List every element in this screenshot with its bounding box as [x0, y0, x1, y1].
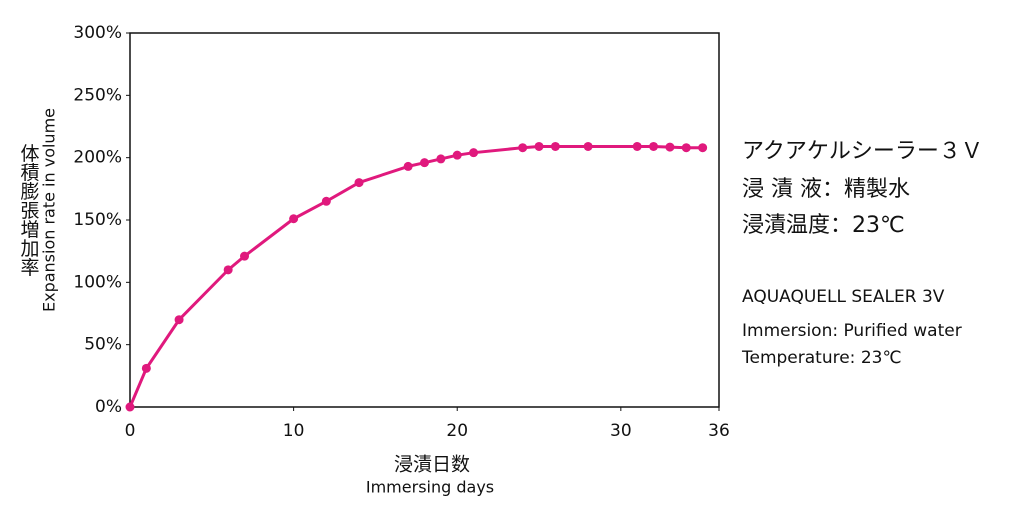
y-tick-label: 250% [73, 85, 122, 105]
plot-frame [129, 32, 720, 408]
y-tick-label: 300% [73, 23, 122, 43]
marker [223, 265, 233, 275]
y-axis-label: Expansion rate in volume [40, 108, 59, 312]
annotation: 浸 漬 液：精製水 [742, 177, 910, 202]
marker [583, 141, 593, 151]
marker [354, 178, 364, 188]
marker [436, 154, 446, 164]
marker [681, 143, 691, 153]
marker [469, 148, 479, 158]
y-tick-label: 0% [95, 397, 122, 417]
marker [174, 315, 184, 325]
marker [518, 143, 528, 153]
y-tick-label: 50% [84, 335, 122, 355]
x-axis-label: 浸漬日数 [394, 454, 470, 476]
y-axis-label: 体積膨張増加率 [18, 143, 40, 276]
x-tick-label: 0 [125, 421, 136, 441]
marker [289, 214, 299, 224]
y-tick-label: 200% [73, 148, 122, 168]
marker [420, 158, 429, 168]
annotation: アクアケルシーラー３Ｖ [742, 139, 983, 164]
x-tick-label: 20 [446, 421, 468, 441]
marker [698, 143, 708, 153]
marker [649, 141, 659, 151]
marker [240, 251, 250, 261]
annotation: Immersion: Purified water [742, 321, 962, 341]
y-tick-label: 100% [73, 272, 122, 292]
line [128, 144, 703, 408]
marker [125, 402, 135, 412]
marker [632, 141, 642, 151]
x-tick-label: 36 [708, 421, 730, 441]
marker [403, 161, 413, 171]
marker [550, 141, 560, 151]
marker [665, 142, 675, 152]
x-tick-label: 10 [283, 421, 305, 441]
annotation: AQUAQUELL SEALER 3V [742, 287, 945, 307]
marker [534, 141, 544, 151]
x-axis-label: Immersing days [366, 478, 494, 497]
y-tick-label: 150% [73, 210, 122, 230]
marker [141, 363, 151, 373]
marker [321, 196, 331, 206]
marker [452, 150, 462, 160]
annotation: Temperature: 23℃ [741, 348, 902, 368]
x-tick-label: 30 [610, 421, 632, 441]
annotation: 浸漬温度：23℃ [742, 213, 905, 238]
